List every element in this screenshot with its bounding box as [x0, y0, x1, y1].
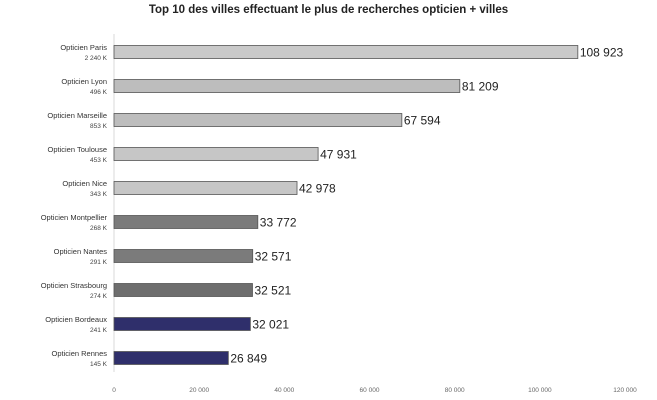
population-label: 496 K: [90, 89, 108, 96]
category-label: Opticien Marseille: [47, 111, 107, 120]
x-tick-label: 100 000: [528, 387, 552, 394]
x-tick-label: 0: [112, 387, 116, 394]
category-label: Opticien Toulouse: [48, 145, 107, 154]
value-label: 108 923: [580, 46, 624, 60]
category-label: Opticien Montpellier: [41, 213, 108, 222]
category-label: Opticien Bordeaux: [45, 315, 107, 324]
value-label: 32 021: [252, 318, 289, 332]
category-label: Opticien Paris: [60, 43, 107, 52]
category-label: Opticien Lyon: [61, 77, 107, 86]
x-tick-label: 120 000: [613, 387, 637, 394]
bar: [113, 147, 319, 161]
value-label: 42 978: [299, 182, 336, 196]
bar: [113, 283, 253, 297]
category-label: Opticien Nice: [62, 179, 107, 188]
x-tick-label: 80 000: [445, 387, 465, 394]
value-label: 32 521: [254, 284, 291, 298]
value-label: 26 849: [230, 352, 267, 366]
population-label: 241 K: [90, 327, 108, 334]
bar: [113, 79, 461, 93]
value-label: 33 772: [260, 216, 297, 230]
category-label: Opticien Strasbourg: [41, 281, 107, 290]
value-label: 32 571: [255, 250, 292, 264]
bar: [113, 317, 251, 331]
x-tick-label: 40 000: [274, 387, 294, 394]
bar: [113, 45, 579, 59]
population-label: 343 K: [90, 191, 108, 198]
x-tick-label: 60 000: [360, 387, 380, 394]
value-label: 67 594: [404, 114, 441, 128]
population-label: 291 K: [90, 259, 108, 266]
population-label: 145 K: [90, 361, 108, 368]
category-label: Opticien Nantes: [54, 247, 108, 256]
bar: [113, 249, 254, 263]
bar: [113, 113, 403, 127]
population-label: 268 K: [90, 225, 108, 232]
bar: [113, 351, 229, 365]
bar: [113, 215, 259, 229]
value-label: 47 931: [320, 148, 357, 162]
value-label: 81 209: [462, 80, 499, 94]
population-label: 853 K: [90, 123, 108, 130]
bar: [113, 181, 298, 195]
population-label: 2 240 K: [85, 55, 108, 62]
population-label: 274 K: [90, 293, 108, 300]
population-label: 453 K: [90, 157, 108, 164]
x-tick-label: 20 000: [189, 387, 209, 394]
category-label: Opticien Rennes: [52, 349, 108, 358]
chart-title: Top 10 des villes effectuant le plus de …: [148, 4, 509, 16]
